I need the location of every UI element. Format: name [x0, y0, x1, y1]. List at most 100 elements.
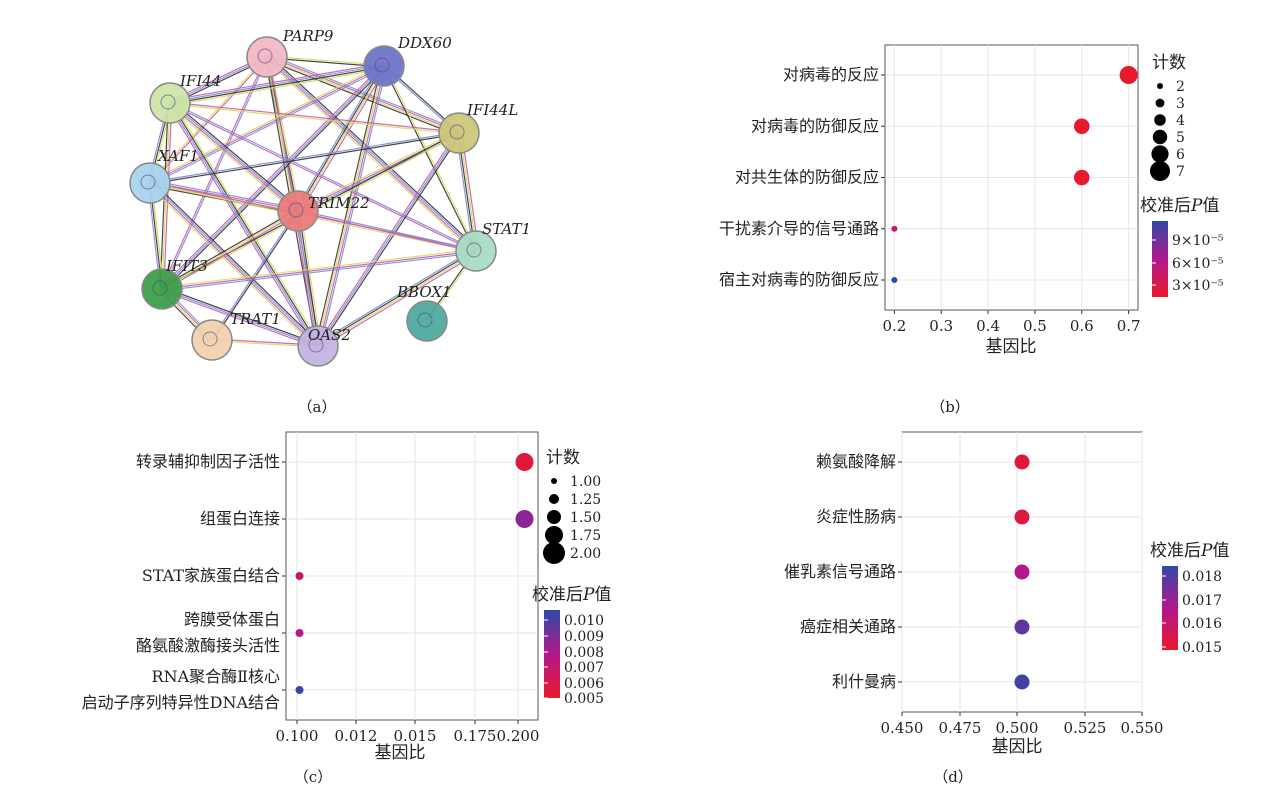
network-edge — [319, 133, 462, 348]
category-label: STAT家族蛋白结合 — [142, 566, 280, 585]
network-edge — [316, 248, 475, 345]
network-nodes: PARP9 DDX60 IFI44 IFI44L XAF1 TRIM22 STAT1 IFIT… — [129, 27, 531, 367]
network-node — [129, 162, 171, 204]
data-point — [1014, 564, 1030, 580]
color-legend-label: 0.005 — [564, 691, 604, 707]
category-label-line: RNA聚合酶Ⅱ核心 — [152, 667, 280, 686]
data-point — [1073, 118, 1090, 135]
size-legend-dot — [547, 510, 561, 524]
panel-b: 对病毒的反应对病毒的防御反应对共生体的防御反应干扰素介导的信号通路宿主对病毒的防… — [719, 44, 1224, 416]
network-node-label: TRIM22 — [308, 194, 370, 212]
category-label: 跨膜受体蛋白酪氨酸激酶接头活性 — [136, 610, 280, 655]
x-tick-label: 0.175 — [454, 727, 497, 745]
network-edge — [162, 252, 477, 292]
network-edge — [161, 65, 385, 290]
color-legend-label: 3×10⁻⁵ — [1172, 278, 1224, 294]
network-edge — [161, 210, 299, 290]
panel-d-points — [1014, 454, 1030, 690]
size-legend-label: 5 — [1176, 130, 1185, 146]
color-legend-bar — [544, 610, 560, 698]
data-point — [1014, 619, 1030, 635]
network-node-structure — [160, 94, 176, 110]
x-tick-label: 0.012 — [335, 727, 378, 745]
color-legend-title-italic: P — [1190, 196, 1203, 216]
network-edge — [171, 101, 321, 345]
color-legend-title-italic: P — [1200, 541, 1213, 561]
network-edge — [149, 131, 459, 183]
panel-d-color-legend: 校准后P值 0.018 0.017 0.016 0.015 — [1150, 541, 1229, 656]
network-edge — [161, 290, 318, 349]
data-point — [891, 277, 898, 283]
data-point — [295, 572, 304, 580]
network-node — [141, 268, 183, 310]
data-point — [515, 453, 534, 471]
x-tick-label: 0.100 — [276, 727, 319, 745]
size-legend-dot — [543, 542, 565, 564]
size-legend-dot — [1157, 83, 1163, 89]
panel-a-label: （a） — [298, 398, 337, 416]
network-edge — [315, 131, 458, 346]
category-label: 对病毒的防御反应 — [751, 116, 879, 135]
x-tick-label: 0.2 — [882, 317, 906, 335]
network-edge — [160, 208, 298, 288]
network-edge — [150, 181, 320, 346]
category-label-line: 对共生体的防御反应 — [735, 168, 879, 187]
network-edge — [296, 211, 318, 347]
color-legend-title-part: 值 — [1202, 196, 1219, 216]
network-node-structure — [449, 124, 465, 140]
data-point — [891, 225, 898, 232]
x-tick-label: 0.015 — [394, 727, 437, 745]
category-label: 转录辅抑制因子活性 — [136, 452, 280, 471]
network-edge — [169, 62, 384, 101]
data-point — [515, 510, 534, 528]
data-point — [1073, 169, 1090, 186]
network-node-label: TRAT1 — [230, 310, 281, 328]
network-edge — [317, 132, 460, 347]
network-edge — [298, 210, 320, 346]
size-legend-dot — [545, 526, 563, 544]
network-node-label: DDX60 — [397, 34, 452, 52]
size-legend-label: 1.50 — [570, 510, 601, 526]
size-legend-dot — [549, 494, 559, 504]
data-point — [1119, 66, 1138, 84]
x-tick-label: 0.4 — [976, 317, 1000, 335]
network-node — [149, 82, 191, 124]
category-label-line: 跨膜受体蛋白 — [184, 610, 280, 629]
color-legend-title-part: 校准后 — [1150, 541, 1201, 561]
network-edge — [150, 67, 386, 186]
size-legend-title: 计数 — [1152, 53, 1186, 73]
size-legend-dot — [1151, 145, 1169, 163]
color-legend-title: 校准后P值 — [1140, 196, 1219, 216]
network-edge — [265, 57, 476, 253]
x-tick-label: 0.450 — [881, 719, 924, 737]
network-node-label: OAS2 — [308, 326, 351, 344]
category-label-line: 酪氨酸激酶接头活性 — [136, 636, 280, 655]
network-edge — [318, 66, 386, 347]
network-edge — [267, 55, 478, 251]
size-legend-label: 1.25 — [570, 492, 601, 508]
network-edge — [160, 64, 384, 289]
network-node-label: IFIT3 — [165, 257, 208, 275]
network-edge — [170, 66, 385, 105]
network-edge — [320, 66, 388, 347]
network-node-structure — [417, 312, 433, 328]
data-point — [1014, 454, 1030, 470]
network-edge — [170, 68, 385, 107]
network-edge — [162, 286, 319, 345]
network-edge — [169, 64, 384, 103]
network-edge — [161, 250, 477, 290]
category-label-line: STAT家族蛋白结合 — [142, 566, 280, 585]
network-node-label: STAT1 — [482, 220, 531, 238]
category-label-line: 炎症性肠病 — [816, 507, 896, 526]
network-node-label: BBOX1 — [396, 283, 452, 301]
color-legend-label: 6×10⁻⁵ — [1172, 256, 1224, 272]
panel-d-label: （d） — [933, 768, 973, 786]
panel-b-x-ticks: 0.2 0.3 0.4 0.5 0.6 0.7 — [882, 310, 1141, 335]
